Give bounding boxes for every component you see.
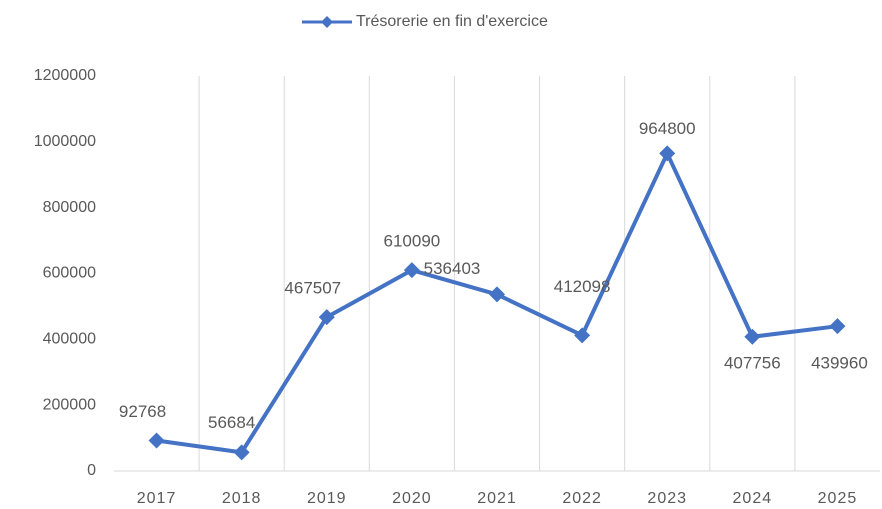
- y-tick-label: 600000: [43, 265, 96, 282]
- x-tick-label: 2022: [562, 490, 602, 507]
- x-tick-label: 2020: [392, 490, 432, 507]
- legend-marker: [321, 16, 333, 28]
- data-label: 964800: [639, 119, 696, 138]
- data-label: 467507: [284, 279, 341, 298]
- data-point: [489, 286, 505, 303]
- data-label: 56684: [208, 413, 255, 432]
- data-point: [403, 262, 420, 279]
- y-tick-label: 400000: [43, 331, 96, 348]
- data-label: 407756: [724, 353, 781, 372]
- x-tick-label: 2025: [818, 490, 858, 507]
- x-tick-label: 2018: [222, 490, 262, 507]
- data-point: [148, 432, 165, 449]
- x-tick-label: 2024: [733, 490, 773, 507]
- legend-label: Trésorerie en fin d'exercice: [356, 13, 548, 30]
- y-tick-label: 1000000: [34, 133, 96, 150]
- data-point: [829, 318, 846, 335]
- data-label: 536403: [424, 259, 481, 278]
- y-tick-label: 1200000: [34, 67, 96, 84]
- x-tick-label: 2023: [647, 490, 687, 507]
- data-label: 92768: [119, 402, 166, 421]
- data-point: [318, 309, 335, 326]
- data-label: 439960: [811, 354, 868, 373]
- y-tick-label: 200000: [43, 396, 96, 413]
- x-tick-label: 2021: [477, 490, 517, 507]
- y-tick-label: 800000: [43, 199, 96, 216]
- y-tick-label: 0: [87, 462, 96, 479]
- data-label: 610090: [384, 232, 441, 251]
- data-label: 412098: [554, 277, 611, 296]
- data-point: [659, 145, 676, 162]
- x-tick-label: 2017: [137, 490, 177, 507]
- data-point: [574, 327, 591, 344]
- data-point: [744, 328, 761, 345]
- x-tick-label: 2019: [307, 490, 347, 507]
- data-point: [233, 444, 250, 461]
- series-line: [156, 151, 838, 455]
